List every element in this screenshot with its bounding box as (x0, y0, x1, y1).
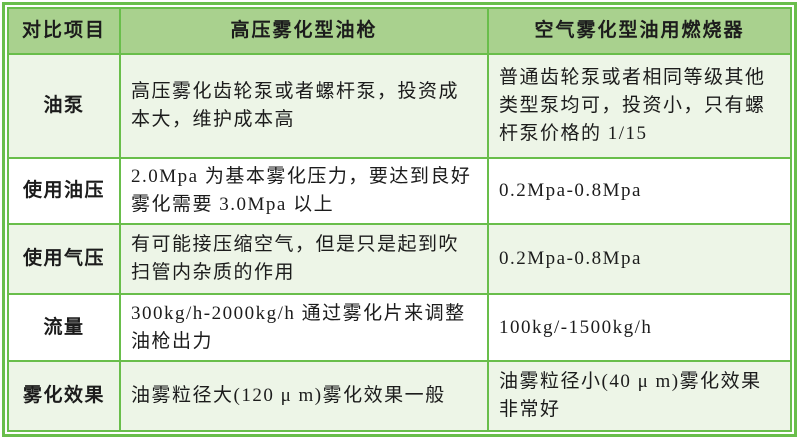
table-row-oil-pump: 油泵 高压雾化齿轮泵或者螺杆泵，投资成本大，维护成本高 普通齿轮泵或者相同等级其… (7, 53, 792, 159)
table-row-oil-pressure: 使用油压 2.0Mpa 为基本雾化压力，要达到良好雾化需要 3.0Mpa 以上 … (7, 157, 792, 225)
header-cell-compare-item: 对比项目 (7, 7, 121, 55)
air-burner-cell: 0.2Mpa-0.8Mpa (487, 157, 792, 225)
row-label-cell: 使用油压 (7, 157, 121, 225)
air-burner-cell: 100kg/-1500kg/h (487, 293, 792, 362)
table-row-air-pressure: 使用气压 有可能接压缩空气，但是只是起到吹扫管内杂质的作用 0.2Mpa-0.8… (7, 223, 792, 295)
oil-gun-cell: 油雾粒径大(120 μ m)雾化效果一般 (119, 360, 489, 432)
air-burner-cell: 普通齿轮泵或者相同等级其他类型泵均可，投资小，只有螺杆泵价格的 1/15 (487, 53, 792, 159)
air-burner-cell: 油雾粒径小(40 μ m)雾化效果非常好 (487, 360, 792, 432)
oil-gun-cell: 300kg/h-2000kg/h 通过雾化片来调整油枪出力 (119, 293, 489, 362)
air-burner-cell: 0.2Mpa-0.8Mpa (487, 223, 792, 295)
row-label-cell: 流量 (7, 293, 121, 362)
row-label-cell: 使用气压 (7, 223, 121, 295)
comparison-table-border: 对比项目 高压雾化型油枪 空气雾化型油用燃烧器 油泵 高压雾化齿轮泵或者螺杆泵，… (2, 2, 797, 437)
comparison-table: 对比项目 高压雾化型油枪 空气雾化型油用燃烧器 油泵 高压雾化齿轮泵或者螺杆泵，… (7, 7, 792, 432)
table-row-flow-rate: 流量 300kg/h-2000kg/h 通过雾化片来调整油枪出力 100kg/-… (7, 293, 792, 362)
row-label-cell: 油泵 (7, 53, 121, 159)
header-row: 对比项目 高压雾化型油枪 空气雾化型油用燃烧器 (7, 7, 792, 55)
oil-gun-cell: 高压雾化齿轮泵或者螺杆泵，投资成本大，维护成本高 (119, 53, 489, 159)
header-cell-oil-gun: 高压雾化型油枪 (119, 7, 489, 55)
oil-gun-cell: 有可能接压缩空气，但是只是起到吹扫管内杂质的作用 (119, 223, 489, 295)
table-row-atomization-effect: 雾化效果 油雾粒径大(120 μ m)雾化效果一般 油雾粒径小(40 μ m)雾… (7, 360, 792, 432)
header-cell-air-burner: 空气雾化型油用燃烧器 (487, 7, 792, 55)
row-label-cell: 雾化效果 (7, 360, 121, 432)
oil-gun-cell: 2.0Mpa 为基本雾化压力，要达到良好雾化需要 3.0Mpa 以上 (119, 157, 489, 225)
